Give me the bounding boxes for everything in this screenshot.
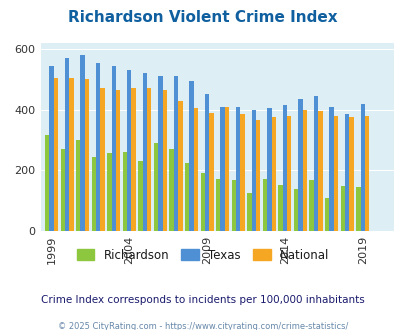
Bar [111,66,115,231]
Bar [302,110,306,231]
Bar [309,180,313,231]
Bar [278,185,282,231]
Bar [348,117,353,231]
Bar [240,114,244,231]
Bar [158,76,162,231]
Bar [153,143,158,231]
Bar [209,113,213,231]
Bar [185,163,189,231]
Bar [138,161,142,231]
Bar [224,107,229,231]
Bar [340,186,344,231]
Bar [147,88,151,231]
Text: Crime Index corresponds to incidents per 100,000 inhabitants: Crime Index corresponds to incidents per… [41,295,364,305]
Bar [271,117,275,231]
Bar [333,116,337,231]
Bar [178,101,182,231]
Bar [200,173,205,231]
Bar [220,107,224,231]
Bar [255,120,260,231]
Bar [122,152,127,231]
Bar [344,114,348,231]
Bar [115,90,120,231]
Bar [127,70,131,231]
Bar [324,198,328,231]
Text: © 2025 CityRating.com - https://www.cityrating.com/crime-statistics/: © 2025 CityRating.com - https://www.city… [58,322,347,330]
Bar [313,96,318,231]
Bar [96,63,100,231]
Bar [162,90,166,231]
Bar [215,179,220,231]
Bar [100,88,104,231]
Bar [282,105,286,231]
Bar [45,135,49,231]
Bar [251,110,255,231]
Bar [266,108,271,231]
Bar [286,116,291,231]
Bar [189,81,193,231]
Bar [318,111,322,231]
Bar [49,66,53,231]
Legend: Richardson, Texas, National: Richardson, Texas, National [72,244,333,266]
Bar [262,179,266,231]
Bar [60,149,65,231]
Bar [355,187,360,231]
Bar [53,78,58,231]
Bar [65,58,69,231]
Bar [360,104,364,231]
Bar [247,193,251,231]
Bar [69,78,73,231]
Bar [92,157,96,231]
Bar [193,108,198,231]
Bar [298,99,302,231]
Bar [231,180,235,231]
Bar [107,153,111,231]
Bar [85,79,89,231]
Bar [364,116,368,231]
Bar [131,88,136,231]
Bar [76,140,80,231]
Bar [205,94,209,231]
Bar [142,73,147,231]
Bar [173,76,178,231]
Bar [235,107,240,231]
Bar [169,149,173,231]
Bar [80,55,85,231]
Bar [293,188,298,231]
Bar [328,107,333,231]
Text: Richardson Violent Crime Index: Richardson Violent Crime Index [68,10,337,25]
